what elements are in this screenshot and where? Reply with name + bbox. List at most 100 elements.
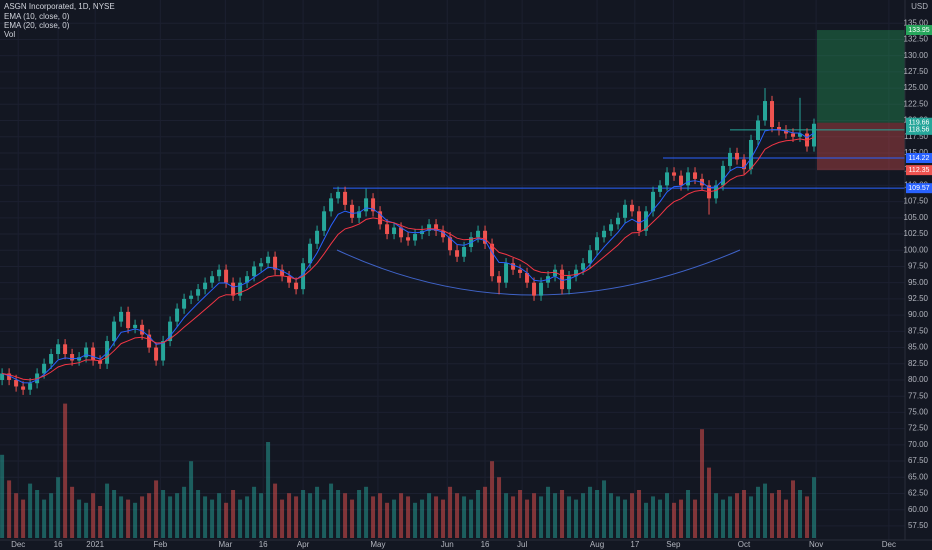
y-tick-label: 62.50 xyxy=(908,489,929,498)
volume-bar xyxy=(658,499,663,538)
candle-body xyxy=(315,230,320,244)
candle-body xyxy=(658,185,663,192)
volume-bar xyxy=(238,499,243,538)
candle-body xyxy=(210,276,215,283)
volume-bar xyxy=(245,496,250,538)
candle-body xyxy=(798,133,803,137)
price-badge xyxy=(906,153,932,164)
candle-body xyxy=(42,363,47,374)
volume-bar xyxy=(749,496,754,538)
candle-body xyxy=(490,243,495,277)
candle-body xyxy=(203,282,208,290)
volume-bar xyxy=(686,490,691,538)
x-tick-label: Jun xyxy=(441,540,454,549)
ema-line xyxy=(1,129,815,384)
candle-body xyxy=(672,172,677,176)
candle-body xyxy=(644,211,649,231)
candle-body xyxy=(574,269,579,277)
candle-body xyxy=(525,272,530,283)
indicator-label: EMA (20, close, 0) xyxy=(4,21,70,30)
volume-bar xyxy=(735,493,740,538)
volume-bar xyxy=(21,499,26,538)
candle-body xyxy=(392,227,397,235)
volume-bar xyxy=(462,496,467,538)
volume-bar xyxy=(98,506,103,538)
candle-body xyxy=(168,321,173,342)
volume-bar xyxy=(539,496,544,538)
volume-bar xyxy=(280,499,285,538)
candle-body xyxy=(28,383,33,390)
volume-bar xyxy=(770,493,775,538)
volume-bar xyxy=(308,493,313,538)
candle-body xyxy=(588,250,593,264)
y-tick-label: 97.50 xyxy=(908,262,929,271)
volume-bar xyxy=(616,496,621,538)
volume-bar xyxy=(560,490,565,538)
volume-bar xyxy=(329,483,334,538)
volume-bar xyxy=(644,502,649,538)
candle-body xyxy=(763,101,768,121)
candle-body xyxy=(511,263,516,270)
price-badge-label: 114.22 xyxy=(909,155,930,162)
y-tick-label: 95.00 xyxy=(908,278,929,287)
price-badge xyxy=(906,165,932,176)
volume-bar xyxy=(623,499,628,538)
candle-body xyxy=(476,230,481,238)
y-tick-label: 65.00 xyxy=(908,472,929,481)
price-badge xyxy=(906,124,932,135)
candle-body xyxy=(14,379,19,387)
y-tick-label: 100.00 xyxy=(904,245,929,254)
candle-body xyxy=(756,120,761,140)
candle-body xyxy=(385,224,390,235)
candle-body xyxy=(0,373,5,380)
candle-body xyxy=(553,269,558,277)
y-tick-label: 80.00 xyxy=(908,375,929,384)
volume-bar xyxy=(147,493,152,538)
candle-body xyxy=(49,354,54,364)
candle-body xyxy=(812,123,817,147)
volume-bar xyxy=(301,490,306,538)
chart-title: ASGN Incorporated, 1D, NYSE xyxy=(4,2,115,11)
candle-body xyxy=(378,211,383,225)
x-tick-label: 17 xyxy=(630,540,639,549)
y-tick-label: 87.50 xyxy=(908,326,929,335)
x-tick-label: Dec xyxy=(882,540,896,549)
x-tick-label: 16 xyxy=(259,540,268,549)
candle-body xyxy=(273,256,278,270)
x-tick-label: May xyxy=(370,540,385,549)
volume-bar xyxy=(812,477,817,538)
volume-bar xyxy=(154,480,159,538)
candle-body xyxy=(399,227,404,238)
candle-body xyxy=(371,198,376,212)
volume-bar xyxy=(210,499,215,538)
volume-bar xyxy=(679,499,684,538)
price-badge xyxy=(906,117,932,128)
volume-bar xyxy=(259,493,264,538)
volume-bar xyxy=(14,493,19,538)
candle-body xyxy=(63,344,68,355)
volume-bar xyxy=(42,499,47,538)
y-tick-label: 70.00 xyxy=(908,440,929,449)
y-tick-label: 75.00 xyxy=(908,408,929,417)
candle-body xyxy=(728,152,733,166)
ema-line xyxy=(2,136,815,381)
volume-bar xyxy=(798,490,803,538)
candle-body xyxy=(504,263,509,283)
volume-bar xyxy=(35,490,40,538)
candle-body xyxy=(602,230,607,238)
volume-bar xyxy=(168,496,173,538)
candle-body xyxy=(560,269,565,290)
volume-bar xyxy=(497,477,502,538)
volume-bar xyxy=(224,502,229,538)
volume-bar xyxy=(469,499,474,538)
volume-bar xyxy=(511,496,516,538)
y-tick-label: 102.50 xyxy=(904,229,929,238)
candle-body xyxy=(259,263,264,267)
candle-body xyxy=(413,234,418,241)
volume-bar xyxy=(77,499,82,538)
candle-body xyxy=(119,311,124,322)
candle-body xyxy=(322,211,327,231)
volume-bar xyxy=(595,490,600,538)
x-tick-label: Nov xyxy=(809,540,823,549)
